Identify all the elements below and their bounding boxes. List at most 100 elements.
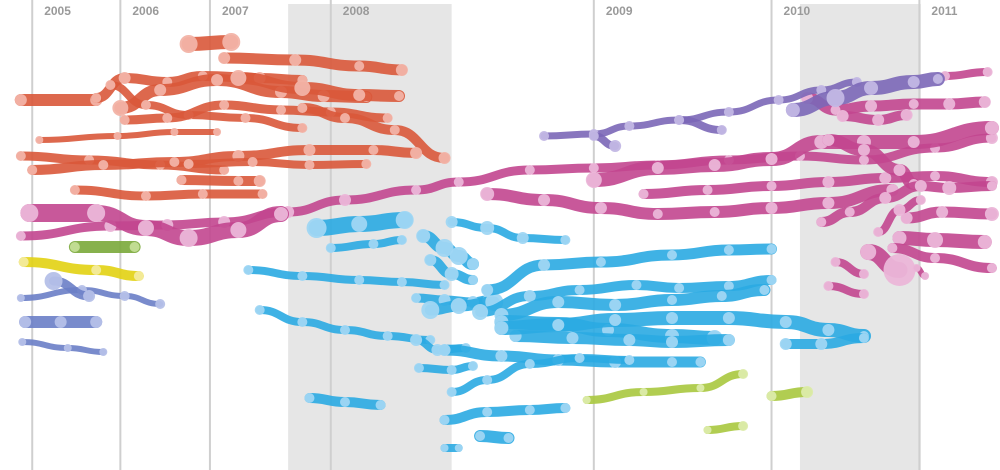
series-5-point-1 [222,33,241,51]
series-18-point-5 [765,202,778,214]
series-45-point-0 [472,304,489,320]
series-30-point-0 [830,257,841,267]
series-11-point-5 [368,145,379,155]
series-50-point-2 [609,314,622,326]
series-7-point-1 [294,80,311,96]
series-28-point-2 [986,263,997,273]
series-38-point-1 [480,221,495,235]
series-line-12 [176,175,265,186]
series-20-point-0 [638,189,649,199]
series-6-point-1 [289,54,302,66]
series-line-68 [582,370,748,404]
series-45 [472,275,777,320]
series-6-point-3 [395,64,408,76]
series-54-point-0 [439,415,450,425]
series-13-point-2 [304,160,315,170]
series-45-point-6 [766,275,777,285]
series-40-point-1 [444,267,459,281]
series-67-point-0 [69,242,80,252]
series-49-point-2 [623,334,636,346]
series-16-point-5 [339,194,352,206]
series-63-point-0 [44,272,63,290]
series-34-point-0 [306,218,327,238]
series-49-point-3 [666,336,679,348]
series-14-point-2 [197,189,208,199]
series-36-point-4 [439,280,450,290]
series-17-point-0 [87,204,106,222]
series-line-23 [822,134,920,190]
series-19-point-3 [765,153,778,165]
series-33 [912,264,930,280]
series-36-point-3 [396,277,407,287]
series-53-point-3 [574,353,585,363]
series-53-point-4 [624,355,635,365]
series-39 [416,229,479,270]
series-6 [218,52,408,76]
series-25 [900,206,999,224]
series-69-point-1 [801,386,814,398]
series-19-point-1 [651,162,664,174]
series-64 [19,316,103,328]
series-43-point-0 [410,334,423,346]
series-0 [14,93,103,107]
series-35-point-0 [325,243,336,253]
series-67 [68,241,141,253]
series-50-point-1 [552,319,565,331]
series-58-point-4 [723,107,734,117]
series-13-point-3 [361,159,372,169]
series-38-point-3 [560,235,571,245]
series-24-point-4 [942,181,957,195]
series-57 [440,444,463,452]
series-54-point-2 [524,405,535,415]
series-68-point-2 [696,384,705,392]
series-18-point-3 [652,209,663,219]
series-62 [16,285,166,309]
series-23-point-1 [857,144,870,156]
series-11-point-1 [98,160,109,170]
series-32-point-1 [982,67,993,77]
series-9-point-3 [213,128,222,136]
series-9-point-0 [35,136,44,144]
series-46-point-2 [595,257,606,267]
series-66-point-2 [133,271,144,281]
series-12-point-2 [253,175,266,187]
series-10-point-3 [219,165,230,175]
series-69-point-0 [766,391,777,401]
series-46-point-0 [481,284,494,296]
series-35-point-1 [368,239,379,249]
series-22 [836,109,913,126]
series-50-point-3 [666,312,679,324]
series-44-point-2 [467,361,478,371]
series-group [14,33,999,452]
series-68-point-0 [582,396,591,404]
series-18-point-2 [594,202,607,214]
series-64-point-0 [19,316,32,328]
series-59-point-1 [609,140,622,152]
series-50-point-4 [722,312,735,324]
series-6-point-0 [218,52,231,64]
series-45-point-4 [674,283,685,293]
series-16-point-13 [858,155,869,165]
series-13-point-0 [183,159,194,169]
series-33-point-1 [921,272,930,280]
series-26-point-1 [893,204,906,216]
series-45-point-3 [631,280,642,290]
series-54-point-3 [560,403,571,413]
series-27-point-1 [927,232,944,248]
series-20-point-1 [702,185,713,195]
year-labels: 2005 2006 2007 2008 2009 2010 2011 [44,4,958,18]
series-line-38 [447,218,570,244]
series-11-point-6 [410,147,423,159]
series-62-point-3 [155,299,166,309]
series-39-point-3 [466,258,479,270]
series-22-point-0 [836,110,849,122]
series-25-point-1 [936,206,949,218]
series-34-point-2 [395,211,414,229]
series-7-point-2 [353,89,366,101]
series-26-point-0 [873,227,884,237]
series-66-point-0 [18,257,29,267]
series-58-point-5 [773,95,784,105]
series-55-point-1 [503,433,514,443]
series-40 [424,254,478,285]
series-30 [830,257,869,279]
